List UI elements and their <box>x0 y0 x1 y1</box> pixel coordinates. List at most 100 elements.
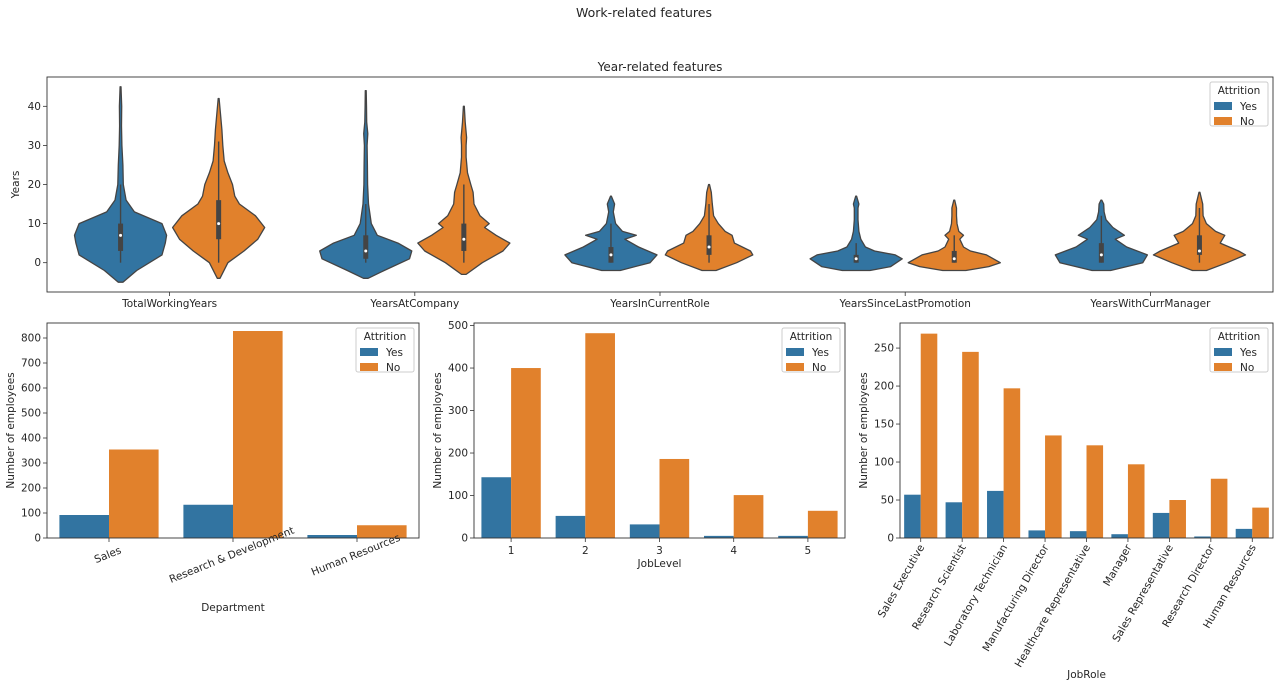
joblevel-bar-yes-2 <box>629 524 660 538</box>
violin-category-label-4: YearsWithCurrManager <box>1089 298 1211 310</box>
department-legend-swatch-no <box>360 363 378 371</box>
joblevel-legend-label-yes: Yes <box>811 347 829 359</box>
violin-no-1-median-dot <box>462 237 466 241</box>
jobrole-legend-swatch-no <box>1214 363 1232 371</box>
violin-legend-label-yes: Yes <box>1239 101 1257 113</box>
joblevel-category-label-1: 2 <box>582 545 589 557</box>
violin-category-label-0: TotalWorkingYears <box>121 298 217 310</box>
violin-y-axis-label: Years <box>10 171 22 200</box>
jobrole-bar-yes-6 <box>1152 512 1170 538</box>
joblevel-ytick-label-0: 0 <box>461 533 468 545</box>
department-ytick-label-0: 0 <box>34 533 41 545</box>
department-bar-no-1 <box>233 331 283 538</box>
violin-chart-title: Year-related features <box>597 60 723 74</box>
joblevel-legend: Attrition Yes No <box>781 327 841 374</box>
department-legend-label-no: No <box>386 362 400 374</box>
joblevel-ytick-label-1: 100 <box>448 490 468 502</box>
department-category-label-0: Sales <box>93 544 123 566</box>
department-category-label-2: Human Resources <box>310 532 402 579</box>
joblevel-category-label-2: 3 <box>656 545 663 557</box>
violin-legend-title: Attrition <box>1218 85 1261 97</box>
jobrole-bar-yes-3 <box>1028 530 1046 538</box>
violin-yes-3-median-dot <box>854 257 858 261</box>
violin-legend-frame <box>1209 81 1269 127</box>
department-axes-frame <box>46 322 420 539</box>
joblevel-bar-yes-1 <box>555 515 586 538</box>
joblevel-bar-no-2 <box>659 458 690 538</box>
jobrole-ytick-label-3: 150 <box>874 419 894 431</box>
violin-ytick-label-3: 30 <box>28 140 41 152</box>
violin-yes-0-iqr-box <box>118 223 124 251</box>
department-legend-swatch-yes <box>360 348 378 356</box>
department-bar-yes-2 <box>307 535 357 538</box>
joblevel-ytick-label-2: 200 <box>448 448 468 460</box>
violin-no-2-median-dot <box>707 245 711 249</box>
jobrole-bar-yes-4 <box>1069 531 1087 538</box>
department-bar-yes-1 <box>183 504 233 538</box>
department-y-axis-label: Number of employees <box>5 372 17 488</box>
joblevel-bar-yes-4 <box>778 535 808 538</box>
department-ytick-label-3: 300 <box>21 458 41 470</box>
joblevel-legend-swatch-yes <box>786 348 804 356</box>
joblevel-category-label-4: 5 <box>805 545 812 557</box>
jobrole-bar-no-8 <box>1252 507 1269 538</box>
jobrole-bar-yes-8 <box>1235 528 1253 538</box>
violin-axes-frame <box>46 76 1274 293</box>
jobrole-legend-frame <box>1209 327 1269 373</box>
jobrole-y-axis-label: Number of employees <box>858 372 870 488</box>
violin-yes-1-median-dot <box>364 249 368 253</box>
violin-yes-1-iqr-box <box>363 235 369 259</box>
violin-no-3-median-dot <box>952 257 956 261</box>
violin-legend-swatch-yes <box>1214 102 1232 110</box>
joblevel-ytick-label-3: 300 <box>448 405 468 417</box>
violin-legend: Attrition Yes No <box>1209 81 1269 128</box>
department-ytick-label-2: 200 <box>21 483 41 495</box>
jobrole-ytick-label-0: 0 <box>887 533 894 545</box>
violin-legend-swatch-no <box>1214 117 1232 125</box>
joblevel-bar-yes-0 <box>481 477 512 538</box>
jobrole-bar-no-0 <box>920 333 938 538</box>
violin-category-label-2: YearsInCurrentRole <box>609 298 710 310</box>
joblevel-bar-no-0 <box>511 368 541 538</box>
jobrole-x-axis-label: JobRole <box>1066 669 1106 681</box>
department-ytick-label-5: 500 <box>21 408 41 420</box>
department-bar-no-0 <box>109 449 159 538</box>
jobrole-legend-label-yes: Yes <box>1239 347 1257 359</box>
jobrole-legend-title: Attrition <box>1218 331 1261 343</box>
department-ytick-label-1: 100 <box>21 508 41 520</box>
violin-ytick-label-1: 10 <box>28 218 41 230</box>
department-bar-no-2 <box>357 525 407 538</box>
violin-yes-0-median-dot <box>119 233 123 237</box>
violin-category-label-3: YearsSinceLastPromotion <box>838 298 970 310</box>
joblevel-axes-frame <box>473 322 846 539</box>
violin-yes-4-iqr-box <box>1098 243 1104 263</box>
joblevel-bar-no-1 <box>585 333 615 538</box>
jobrole-ytick-label-5: 250 <box>874 343 894 355</box>
joblevel-bar-no-3 <box>733 495 764 538</box>
violin-yes-3 <box>809 195 903 272</box>
jobrole-ytick-label-1: 50 <box>881 495 894 507</box>
jobrole-ytick-label-2: 100 <box>874 457 894 469</box>
jobrole-bar-no-7 <box>1210 478 1228 538</box>
jobrole-bar-yes-2 <box>987 490 1004 538</box>
violin-yes-2-median-dot <box>609 253 613 257</box>
jobrole-bar-no-5 <box>1127 464 1145 538</box>
violin-no-0-iqr-box <box>216 200 222 240</box>
department-x-axis-label: Department <box>201 602 265 614</box>
department-ytick-label-7: 700 <box>21 358 41 370</box>
department-ytick-label-4: 400 <box>21 433 41 445</box>
department-bar-yes-0 <box>59 515 109 538</box>
violin-ytick-label-2: 20 <box>28 179 41 191</box>
jobrole-axes-frame <box>899 322 1274 539</box>
violin-yes-1 <box>319 90 413 279</box>
violin-no-3-iqr-box <box>951 250 957 263</box>
department-legend-frame <box>355 327 415 373</box>
jobrole-bar-no-2 <box>1003 388 1021 538</box>
department-ytick-label-8: 800 <box>21 333 41 345</box>
joblevel-legend-title: Attrition <box>790 331 833 343</box>
violin-category-label-1: YearsAtCompany <box>369 298 459 310</box>
jobrole-bar-yes-1 <box>945 502 963 538</box>
figure-suptitle: Work-related features <box>576 5 712 20</box>
jobrole-bar-no-1 <box>962 351 979 538</box>
